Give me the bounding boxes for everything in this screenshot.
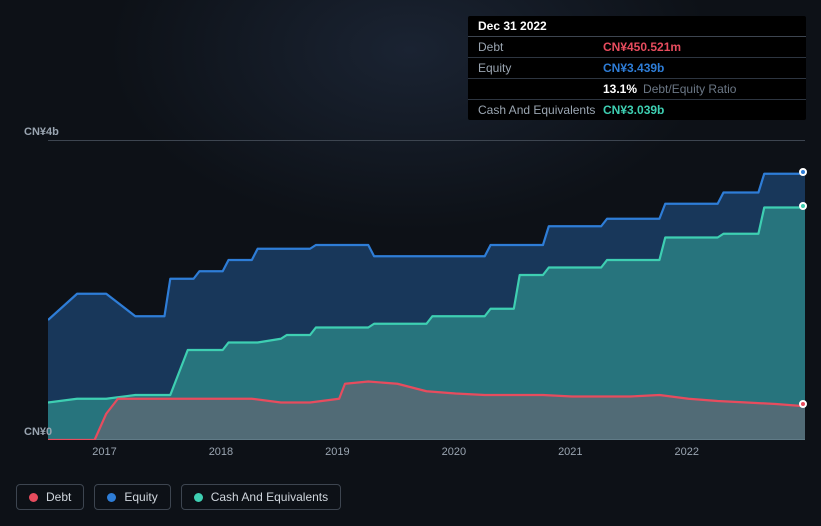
tooltip-ratio-value: 13.1% (603, 82, 637, 96)
tooltip-row-debt: Debt CN¥450.521m (468, 37, 806, 58)
legend-dot-debt (29, 493, 38, 502)
legend-label: Equity (124, 490, 157, 504)
legend-item-debt[interactable]: Debt (16, 484, 84, 510)
series-end-marker (799, 400, 807, 408)
legend-label: Debt (46, 490, 71, 504)
x-axis-label: 2022 (675, 446, 699, 458)
tooltip-value-cash: CN¥3.039b (603, 103, 664, 117)
x-axis-label: 2020 (442, 446, 466, 458)
tooltip-panel: Dec 31 2022 Debt CN¥450.521m Equity CN¥3… (468, 16, 806, 120)
x-axis-label: 2021 (558, 446, 582, 458)
tooltip-label: Equity (478, 61, 603, 75)
legend: Debt Equity Cash And Equivalents (16, 484, 341, 510)
y-axis-label: CN¥0 (24, 426, 52, 438)
tooltip-row-cash: Cash And Equivalents CN¥3.039b (468, 100, 806, 120)
tooltip-label: Debt (478, 40, 603, 54)
tooltip-label: Cash And Equivalents (478, 103, 603, 117)
tooltip-row-ratio: 13.1% Debt/Equity Ratio (468, 79, 806, 100)
chart-area: CN¥4b CN¥0 2017 2018 2019 2020 2021 2022 (16, 120, 805, 465)
series-end-marker (799, 202, 807, 210)
x-axis-label: 2018 (209, 446, 233, 458)
tooltip-ratio-label: Debt/Equity Ratio (643, 82, 736, 96)
chart-container: Dec 31 2022 Debt CN¥450.521m Equity CN¥3… (0, 0, 821, 526)
legend-item-cash[interactable]: Cash And Equivalents (181, 484, 341, 510)
tooltip-date: Dec 31 2022 (478, 19, 547, 33)
legend-item-equity[interactable]: Equity (94, 484, 170, 510)
y-axis-label: CN¥4b (24, 126, 59, 138)
tooltip-date-row: Dec 31 2022 (468, 16, 806, 37)
x-axis-label: 2019 (325, 446, 349, 458)
legend-label: Cash And Equivalents (211, 490, 328, 504)
tooltip-value-equity: CN¥3.439b (603, 61, 664, 75)
x-axis-label: 2017 (92, 446, 116, 458)
tooltip-label (478, 82, 603, 96)
legend-dot-cash (194, 493, 203, 502)
plot-area[interactable] (48, 140, 805, 440)
tooltip-row-equity: Equity CN¥3.439b (468, 58, 806, 79)
series-svg (48, 140, 805, 440)
legend-dot-equity (107, 493, 116, 502)
tooltip-value-debt: CN¥450.521m (603, 40, 681, 54)
series-end-marker (799, 168, 807, 176)
